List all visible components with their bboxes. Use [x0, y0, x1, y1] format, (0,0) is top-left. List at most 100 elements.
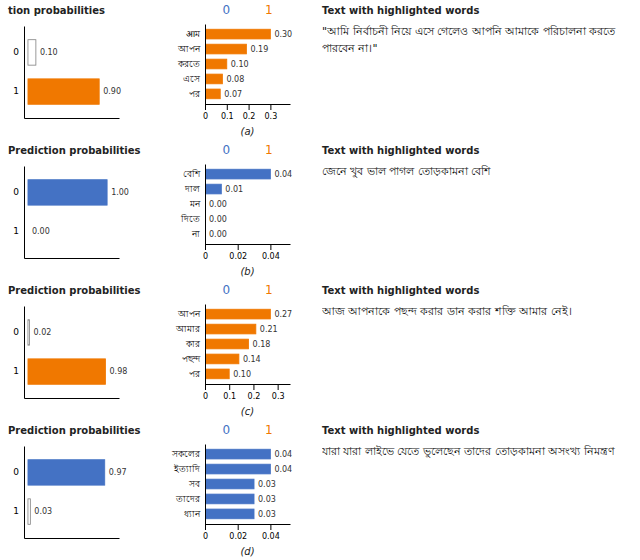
data-labels: 0.270.210.180.140.10 [233, 310, 292, 379]
data-labels: 0.100.90 [40, 48, 121, 96]
annotation: যারা যারা লাইভে যেতে ভুলেছেন তাদের তোড়ক… [322, 444, 630, 461]
tick: মন [189, 199, 205, 209]
tick-label: 0 [203, 112, 208, 121]
tick: পছন্দ [182, 354, 205, 364]
axis-line [206, 244, 291, 245]
bar [205, 44, 246, 54]
axis-line [25, 258, 120, 259]
tick-label: ইত্যাদি [173, 464, 200, 474]
tick: 1 [13, 86, 24, 96]
x-axis [25, 538, 120, 539]
data-labels: 1.000.00 [32, 188, 129, 236]
tick: সকলের [171, 449, 205, 459]
tick-label: 0.02 [229, 532, 247, 541]
tick-mark [270, 524, 271, 530]
chart-title: tion probabilities [8, 5, 105, 16]
data-label: 0.19 [250, 45, 268, 54]
text-panel: Text with highlighted wordsজেনে খুব ভাল … [322, 145, 630, 274]
tick-label: आম [186, 29, 201, 39]
tick: 0 [203, 104, 208, 121]
tick-label: 0 [13, 47, 19, 57]
bar [205, 354, 239, 364]
tick-mark [270, 244, 271, 250]
tick-label: আপন [177, 44, 201, 54]
x-axis: 00.020.04 [203, 524, 291, 541]
axis-line [205, 305, 206, 385]
data-labels: 0.300.190.100.080.07 [224, 30, 292, 99]
bars [205, 169, 270, 194]
tick-mark [270, 104, 271, 110]
tick: आম [186, 29, 205, 39]
data-label: 0.90 [103, 87, 121, 96]
bar [205, 339, 249, 349]
chart-title: Text with highlighted words [322, 285, 479, 296]
data-label: 0.08 [226, 75, 244, 84]
tick-mark [278, 384, 279, 390]
tick-label: 1 [13, 226, 19, 236]
y-axis: 01 [13, 27, 24, 119]
axis-line [24, 167, 25, 259]
x-axis-label: (a) [241, 126, 255, 137]
tick: কার [185, 339, 205, 349]
tick: 0.04 [262, 244, 280, 261]
bar-chart: সকলেরইত্যাদিসবতাদেরধ্যান00.020.040.040.0… [171, 423, 292, 557]
data-label: 0.14 [243, 355, 261, 364]
annotation: 1 [265, 3, 273, 17]
axis-line [205, 445, 206, 525]
tick: সব [188, 479, 205, 489]
data-label: 0.04 [274, 465, 292, 474]
tick: 0.04 [262, 524, 280, 541]
data-label: 0.10 [231, 60, 249, 69]
axis-line [24, 27, 25, 119]
tick: 0.3 [265, 104, 278, 121]
tick: ধ্যান [184, 509, 205, 519]
bar [205, 89, 220, 99]
bar [205, 169, 270, 179]
tick-label: 0.3 [272, 392, 285, 401]
data-label: 0.01 [225, 185, 243, 194]
tick: 0.2 [248, 384, 261, 401]
tick: 0 [13, 467, 24, 477]
bar [28, 79, 99, 104]
x-axis [25, 258, 120, 259]
tick-label: সকলের [171, 449, 201, 459]
tick: 0 [13, 327, 24, 337]
chart-title: Prediction probabilities [8, 425, 141, 436]
tick: 0.1 [221, 104, 234, 121]
data-labels: 0.020.98 [34, 328, 128, 376]
text-box: যারা যারা লাইভে যেতে ভুলেছেন তাদের তোড়ক… [322, 444, 630, 554]
data-label: 0.04 [274, 170, 292, 179]
tick-label: 0.2 [243, 112, 256, 121]
tick: তাদের [175, 494, 205, 504]
tick: 0.2 [243, 104, 256, 121]
bar-chart: आমআপনকরতেএসেপর00.10.20.30.300.190.100.08… [177, 3, 292, 137]
data-label: 0.98 [110, 367, 128, 376]
tick: 0.3 [272, 384, 285, 401]
tick-label: কার [185, 339, 201, 349]
data-label: 0.30 [274, 30, 292, 39]
tick-label: 0.2 [248, 392, 261, 401]
text-panel: Text with highlighted wordsযারা যারা লাই… [322, 425, 630, 554]
tick: 0.1 [223, 384, 236, 401]
x-axis: 0 0.1 0.2 0.3 [203, 104, 291, 121]
tick-label: পর [189, 369, 201, 379]
text-box: "আমি নির্বাচনী নিয়ে এসে গেলেও আপনি আমাক… [322, 24, 630, 134]
tick-label: 0 [203, 252, 208, 261]
bar-chart: Prediction probabilities010.970.03 [8, 425, 141, 539]
tick-label: 1 [13, 506, 19, 516]
tick-label: 0 [13, 327, 19, 337]
axis-line [25, 538, 120, 539]
tick-mark [238, 244, 239, 250]
y-axis: 01 [13, 447, 24, 539]
chart-title: Prediction probabilities [8, 285, 141, 296]
bar [205, 494, 254, 504]
tick: করতে [177, 59, 205, 69]
tick-label: 0.04 [262, 532, 280, 541]
bar [205, 324, 256, 334]
chart-title: Text with highlighted words [322, 5, 479, 16]
bar [205, 479, 254, 489]
text-panel: Text with highlighted wordsআজ আপনাকে পছন… [322, 285, 630, 414]
bar [205, 29, 270, 39]
data-label: 0.03 [34, 507, 52, 516]
tick-label: সব [188, 479, 201, 489]
